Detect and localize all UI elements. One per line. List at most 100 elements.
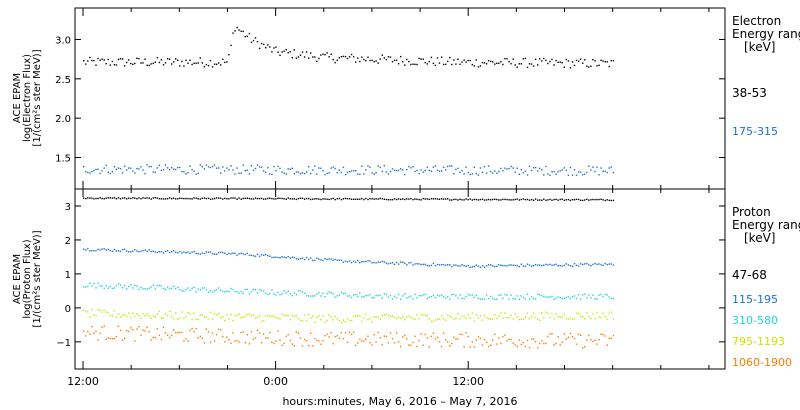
- data-point: [101, 170, 103, 172]
- data-point: [469, 173, 471, 176]
- data-point: [177, 166, 179, 169]
- data-point: [608, 65, 610, 68]
- data-point: [406, 168, 408, 171]
- data-point: [103, 287, 105, 290]
- data-point: [397, 341, 400, 343]
- data-point: [267, 254, 269, 257]
- data-point: [201, 252, 203, 254]
- data-point: [132, 63, 134, 65]
- data-point: [158, 198, 161, 200]
- data-point: [209, 341, 212, 344]
- data-point: [528, 298, 531, 300]
- data-point: [434, 338, 437, 340]
- data-point: [404, 334, 406, 336]
- data-point: [254, 337, 257, 339]
- data-point: [363, 260, 365, 263]
- data-point: [575, 264, 578, 266]
- data-point: [571, 335, 574, 338]
- data-point: [494, 333, 496, 335]
- data-point: [375, 341, 377, 343]
- data-point: [393, 295, 396, 297]
- data-point: [608, 337, 610, 339]
- data-point: [502, 317, 504, 319]
- data-point: [463, 173, 465, 175]
- data-point: [121, 197, 124, 199]
- data-point: [128, 251, 130, 253]
- data-point: [530, 265, 533, 267]
- data-point: [483, 298, 486, 300]
- data-point: [402, 261, 404, 263]
- data-point: [530, 316, 533, 318]
- data-point: [500, 61, 502, 63]
- data-point: [277, 317, 279, 319]
- data-point: [516, 345, 518, 348]
- data-point: [287, 315, 289, 317]
- data-point: [244, 169, 246, 172]
- electron-legend-energy: Energy ranges: [732, 27, 800, 41]
- data-point: [191, 327, 193, 330]
- data-point: [414, 263, 416, 265]
- data-point: [256, 253, 259, 256]
- data-point: [561, 265, 563, 267]
- data-point: [199, 164, 201, 166]
- data-point: [555, 313, 557, 315]
- data-point: [440, 263, 443, 266]
- data-point: [101, 285, 103, 287]
- data-point: [524, 198, 527, 201]
- data-point: [303, 258, 306, 261]
- data-point: [207, 197, 210, 199]
- data-point: [453, 59, 455, 61]
- electron-ylabel-line-2: log(Electron Flux): [22, 54, 33, 142]
- data-point: [185, 288, 187, 291]
- data-point: [447, 296, 449, 298]
- data-point: [252, 198, 255, 200]
- data-point: [559, 344, 561, 346]
- data-point: [455, 317, 457, 319]
- data-point: [600, 293, 602, 296]
- data-point: [197, 288, 199, 290]
- data-point: [451, 294, 453, 296]
- data-point: [389, 56, 392, 58]
- data-point: [492, 172, 494, 174]
- data-point: [355, 293, 357, 296]
- data-point: [111, 315, 114, 317]
- data-point: [297, 332, 300, 334]
- data-point: [379, 318, 381, 320]
- data-point: [555, 173, 557, 175]
- data-point: [330, 292, 332, 294]
- data-point: [469, 317, 471, 319]
- data-point: [498, 264, 500, 266]
- data-point: [481, 265, 484, 267]
- data-point: [328, 314, 330, 316]
- data-point: [130, 284, 132, 286]
- data-point: [164, 250, 167, 252]
- data-point: [228, 198, 230, 200]
- data-point: [248, 173, 251, 175]
- data-point: [109, 64, 111, 66]
- data-point: [432, 332, 435, 334]
- data-point: [393, 316, 396, 319]
- data-point: [179, 317, 181, 319]
- data-point: [412, 317, 414, 320]
- data-point: [232, 319, 234, 322]
- data-point: [426, 297, 428, 300]
- data-point: [150, 198, 152, 200]
- data-point: [152, 284, 154, 286]
- data-point: [510, 264, 512, 266]
- data-point: [146, 250, 148, 253]
- data-point: [598, 198, 600, 201]
- data-point: [445, 63, 447, 65]
- data-point: [353, 315, 355, 318]
- data-point: [567, 318, 570, 320]
- data-point: [297, 171, 300, 173]
- data-point: [150, 63, 152, 65]
- data-point: [238, 253, 240, 255]
- data-point: [598, 174, 600, 176]
- data-point: [465, 295, 467, 298]
- data-point: [463, 316, 465, 318]
- data-point: [365, 197, 367, 200]
- data-point: [91, 59, 93, 62]
- data-point: [263, 333, 265, 335]
- data-point: [314, 56, 316, 58]
